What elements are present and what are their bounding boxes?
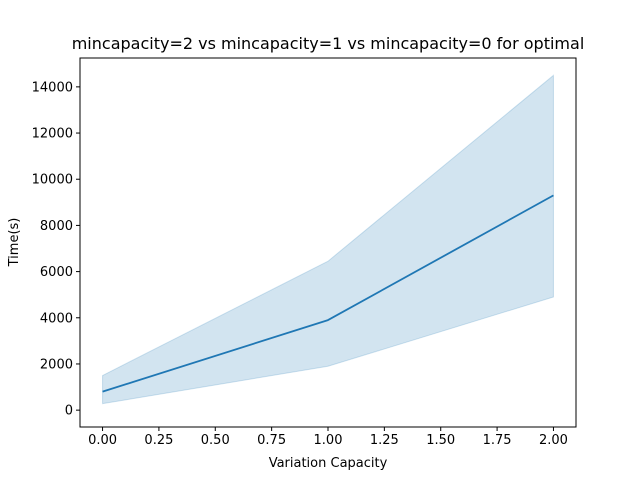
x-tick-label-2: 0.50 xyxy=(201,433,230,448)
y-tick-label-6: 12000 xyxy=(32,127,73,142)
y-tick-label-2: 4000 xyxy=(40,311,73,326)
x-axis-label: Variation Capacity xyxy=(269,456,388,471)
x-tick-label-4: 1.00 xyxy=(314,433,343,448)
confidence-band-0 xyxy=(102,74,554,405)
chart-title: mincapacity=2 vs mincapacity=1 vs mincap… xyxy=(72,34,585,53)
x-tick-label-0: 0.00 xyxy=(88,433,117,448)
x-tick-label-3: 0.75 xyxy=(257,433,286,448)
x-tick-label-1: 0.25 xyxy=(144,433,173,448)
series-line-0 xyxy=(102,194,554,393)
x-tick-label-5: 1.25 xyxy=(370,433,399,448)
x-tick-label-7: 1.75 xyxy=(483,433,512,448)
y-tick-label-7: 14000 xyxy=(32,80,73,95)
y-tick-label-3: 6000 xyxy=(40,265,73,280)
y-tick-label-0: 0 xyxy=(65,404,73,419)
y-axis-label: Time(s) xyxy=(7,218,22,268)
y-tick-label-4: 8000 xyxy=(40,219,73,234)
x-tick-label-8: 2.00 xyxy=(539,433,568,448)
y-tick-label-5: 10000 xyxy=(32,173,73,188)
plot-area xyxy=(102,74,554,405)
y-tick-label-1: 2000 xyxy=(40,357,73,372)
axes: 0.00 0.25 0.50 0.75 1.00 1.25 1.50 1.75 2.00 0 200… xyxy=(32,57,577,448)
x-tick-label-6: 1.50 xyxy=(426,433,455,448)
